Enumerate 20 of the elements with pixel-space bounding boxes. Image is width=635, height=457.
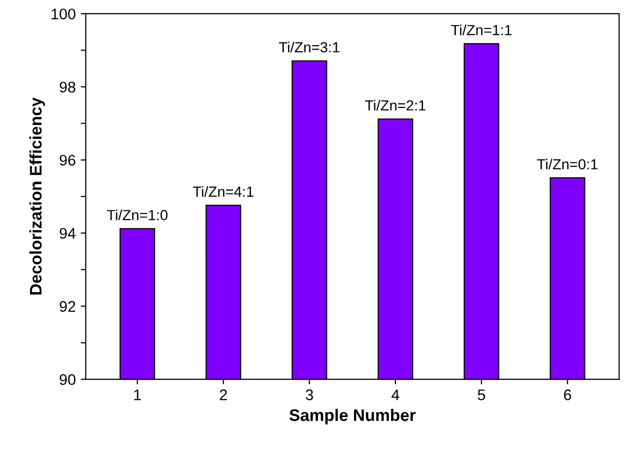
x-tick-label: 5	[478, 390, 486, 400]
annotation: Ti/Zn=4:1	[192, 186, 254, 197]
y-tick-label: 90	[60, 374, 76, 385]
x-tick-label: 6	[564, 389, 572, 400]
y-tick-label: 100	[52, 8, 76, 20]
annotation: Ti/Zn=1:1	[451, 24, 512, 36]
annotation: Ti/Zn=2:1	[365, 100, 426, 111]
annotation: Ti/Zn=3:1	[279, 42, 340, 52]
annotation: Ti/Zn=0:1	[537, 158, 598, 170]
x-axis-title: Sample Number	[289, 408, 416, 424]
x-tick-label: 3	[306, 389, 313, 400]
x-tick-label: 2	[220, 389, 227, 400]
x-tick-label: 4	[392, 390, 400, 400]
y-axis-title: Decolorization Efficiency	[29, 97, 45, 294]
y-tick-label: 96	[60, 154, 76, 166]
y-tick-label: 94	[60, 228, 76, 239]
y-tick-label: 98	[60, 82, 76, 93]
y-tick-label: 92	[60, 301, 76, 312]
x-tick-label: 1	[134, 390, 141, 400]
annotation: Ti/Zn=1:0	[106, 210, 168, 220]
